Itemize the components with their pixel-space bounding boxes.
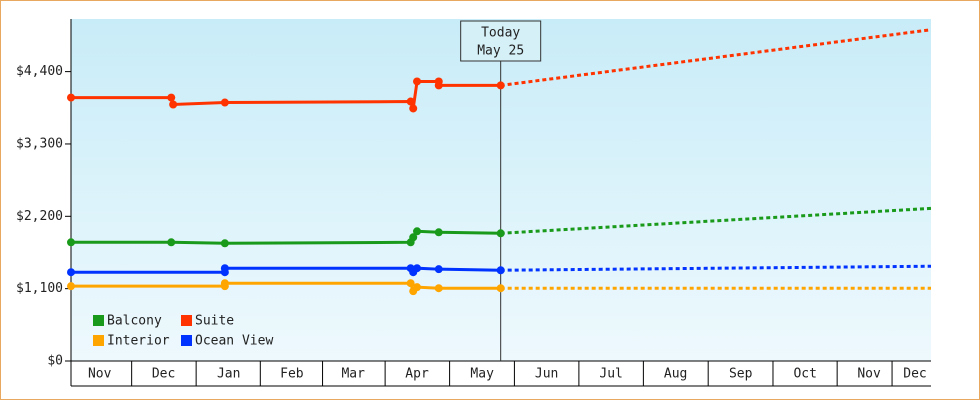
point xyxy=(220,279,229,288)
point xyxy=(167,238,176,247)
point xyxy=(434,228,443,237)
today-label: May 25 xyxy=(477,44,524,59)
legend-swatch xyxy=(181,335,192,346)
point xyxy=(413,264,422,273)
x-tick-label: Jul xyxy=(599,367,622,382)
y-tick-label: $3,300 xyxy=(16,136,63,151)
point xyxy=(409,104,418,113)
point xyxy=(496,266,505,275)
point xyxy=(220,264,229,273)
x-tick-label: Nov xyxy=(857,367,881,382)
projection-line xyxy=(500,264,932,272)
point xyxy=(67,268,75,277)
legend-swatch xyxy=(181,315,192,326)
x-tick-label: Feb xyxy=(280,367,304,382)
point xyxy=(496,81,505,90)
x-axis-strip xyxy=(71,361,931,386)
today-box xyxy=(460,20,542,62)
legend-label: Ocean View xyxy=(195,334,273,349)
point xyxy=(220,98,229,107)
x-tick-label: Mar xyxy=(341,367,365,382)
y-tick-label: $0 xyxy=(47,354,63,369)
legend-label: Interior xyxy=(107,334,170,349)
point xyxy=(67,282,75,291)
x-tick-label: Sep xyxy=(729,367,753,382)
point xyxy=(496,229,505,238)
x-tick-label: May xyxy=(470,367,494,382)
point xyxy=(434,265,443,274)
point xyxy=(169,100,178,109)
x-tick-label: Aug xyxy=(664,367,687,382)
today-label: Today xyxy=(481,26,520,41)
point xyxy=(409,233,418,242)
legend-label: Balcony xyxy=(107,314,162,329)
point xyxy=(413,227,422,236)
x-tick-label: Jan xyxy=(217,367,240,382)
point xyxy=(67,93,75,102)
point xyxy=(434,81,443,90)
x-tick-label: Oct xyxy=(793,367,816,382)
y-tick-label: $1,100 xyxy=(16,281,63,296)
legend-swatch xyxy=(93,315,104,326)
point xyxy=(220,239,229,248)
projection-line xyxy=(500,206,932,235)
x-tick-label: Dec xyxy=(152,367,175,382)
point xyxy=(496,284,505,293)
point xyxy=(406,279,415,288)
point xyxy=(406,97,415,106)
projection-line xyxy=(500,28,932,87)
y-tick-label: $4,400 xyxy=(16,64,63,79)
point xyxy=(413,283,422,292)
point xyxy=(167,93,176,102)
point xyxy=(67,238,75,247)
x-tick-label: Jun xyxy=(535,367,558,382)
point xyxy=(413,77,422,86)
x-tick-label: Apr xyxy=(405,367,429,382)
y-tick-label: $2,200 xyxy=(16,209,63,224)
x-tick-label: Nov xyxy=(88,367,112,382)
legend-swatch xyxy=(93,335,104,346)
x-tick-label: Dec xyxy=(903,367,926,382)
legend-label: Suite xyxy=(195,314,234,329)
point xyxy=(434,284,443,293)
